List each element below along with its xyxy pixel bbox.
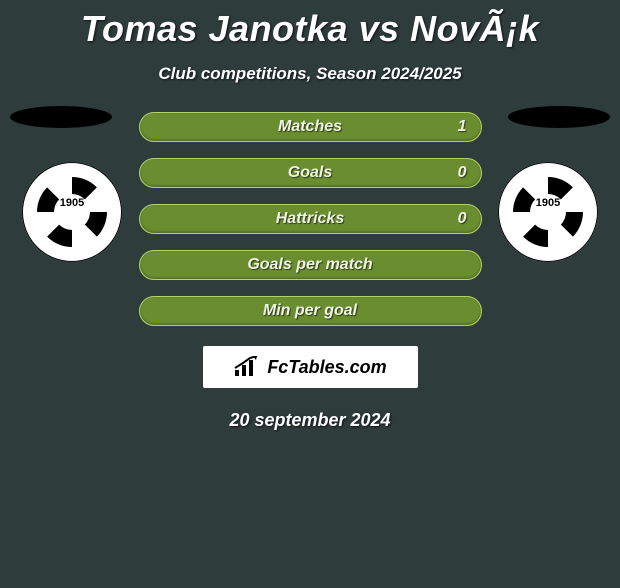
stat-row-goals: Goals 0 bbox=[139, 158, 482, 188]
subtitle: Club competitions, Season 2024/2025 bbox=[0, 64, 620, 84]
stat-row-min-per-goal: Min per goal bbox=[139, 296, 482, 326]
stat-rows: Matches 1 Goals 0 Hattricks 0 Goals per … bbox=[139, 112, 482, 326]
stat-value: 1 bbox=[458, 113, 467, 141]
shadow-right bbox=[508, 106, 610, 128]
comparison-panel: 1905 1905 Matches 1 Goals 0 Hattricks 0 … bbox=[0, 112, 620, 431]
crest-year: 1905 bbox=[54, 194, 90, 230]
chart-icon bbox=[233, 356, 261, 378]
shadow-left bbox=[10, 106, 112, 128]
page-title: Tomas Janotka vs NovÃ¡k bbox=[0, 8, 620, 50]
brand-box: FcTables.com bbox=[203, 346, 418, 388]
crest-year: 1905 bbox=[530, 194, 566, 230]
stat-row-matches: Matches 1 bbox=[139, 112, 482, 142]
team-crest-right: 1905 bbox=[498, 162, 598, 262]
stat-label: Goals bbox=[288, 164, 332, 181]
stat-value: 0 bbox=[458, 159, 467, 187]
stat-row-hattricks: Hattricks 0 bbox=[139, 204, 482, 234]
stat-label: Goals per match bbox=[247, 256, 372, 273]
stat-label: Matches bbox=[278, 118, 342, 135]
stat-label: Min per goal bbox=[263, 302, 357, 319]
stat-row-goals-per-match: Goals per match bbox=[139, 250, 482, 280]
stat-value: 0 bbox=[458, 205, 467, 233]
footer-date: 20 september 2024 bbox=[0, 410, 620, 431]
team-crest-left: 1905 bbox=[22, 162, 122, 262]
stat-label: Hattricks bbox=[276, 210, 344, 227]
brand-text: FcTables.com bbox=[267, 357, 386, 378]
